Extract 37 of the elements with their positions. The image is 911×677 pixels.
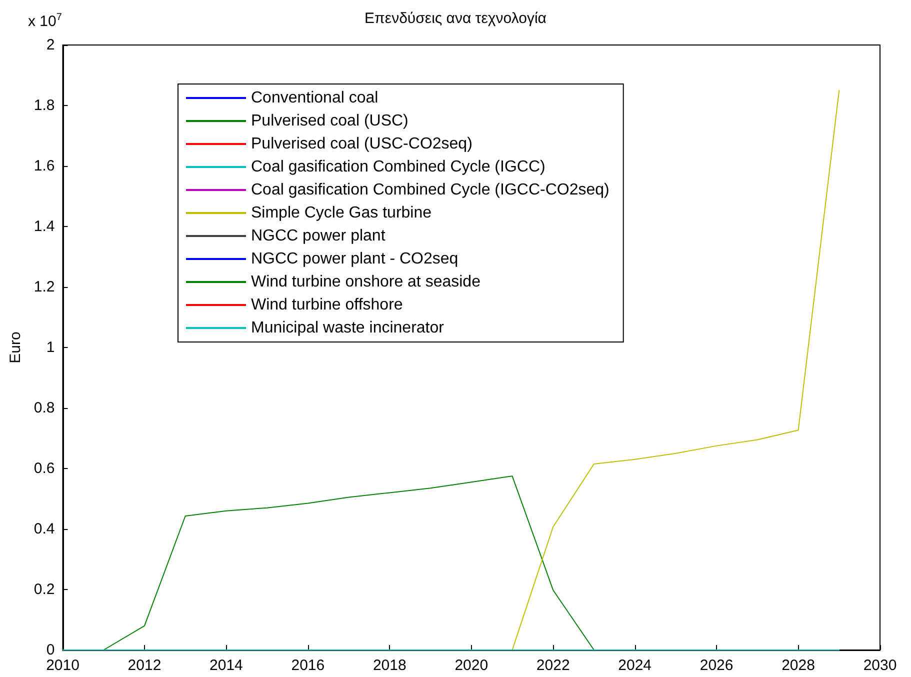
legend-label: Wind turbine onshore at seaside bbox=[251, 274, 481, 290]
y-tick-label: 0.4 bbox=[34, 520, 55, 538]
x-tick-label: 2016 bbox=[291, 657, 325, 674]
x-tick-label: 2026 bbox=[700, 657, 734, 674]
y-tick-label: 1.8 bbox=[34, 97, 55, 114]
legend-label: Simple Cycle Gas turbine bbox=[251, 204, 432, 222]
line-series bbox=[103, 476, 594, 650]
y-tick-label: 1.2 bbox=[34, 278, 55, 296]
y-tick-label: 1 bbox=[46, 339, 55, 356]
legend-label: Coal gasification Combined Cycle (IGCC-CO2seq) bbox=[251, 182, 610, 198]
x-tick-label: 2020 bbox=[454, 657, 488, 674]
y-axis-title: Euro bbox=[7, 332, 24, 364]
legend-label: NGCC power plant bbox=[251, 228, 386, 244]
x-tick-label: 2030 bbox=[863, 657, 897, 674]
x-tick-label: 2010 bbox=[46, 657, 80, 674]
y-tick-label: 1.4 bbox=[34, 218, 55, 235]
y-tick-label: 0 bbox=[46, 642, 55, 658]
x-tick-label: 2024 bbox=[618, 657, 652, 674]
y-tick-label: 1.6 bbox=[34, 158, 55, 174]
y-tick-label: 0.2 bbox=[34, 581, 55, 598]
legend-label: NGCC power plant - CO2seq bbox=[251, 250, 458, 268]
legend-label: Municipal waste incinerator bbox=[251, 320, 445, 336]
x-tick-label: 2028 bbox=[782, 657, 815, 674]
x-tick-label: 2018 bbox=[372, 657, 406, 674]
y-tick-label: 0.8 bbox=[34, 400, 55, 416]
x-tick-label: 2012 bbox=[128, 657, 162, 674]
y-tick-label: 0.6 bbox=[34, 460, 55, 477]
legend-label: Pulverised coal (USC-CO2seq) bbox=[251, 136, 472, 152]
legend-label: Conventional coal bbox=[251, 90, 378, 106]
legend-label: Wind turbine offshore bbox=[251, 296, 403, 314]
legend-label: Coal gasification Combined Cycle (IGCC) bbox=[251, 158, 546, 176]
x-tick-label: 2022 bbox=[536, 657, 570, 674]
x-tick-label: 2014 bbox=[210, 657, 243, 674]
legend-label: Pulverised coal (USC) bbox=[251, 112, 408, 130]
chart-title: Επενδύσεις ανα τεχνολογία bbox=[364, 10, 547, 27]
text: x 10$^{7}$ bbox=[28, 12, 62, 30]
y-tick-label: 2 bbox=[46, 36, 55, 54]
